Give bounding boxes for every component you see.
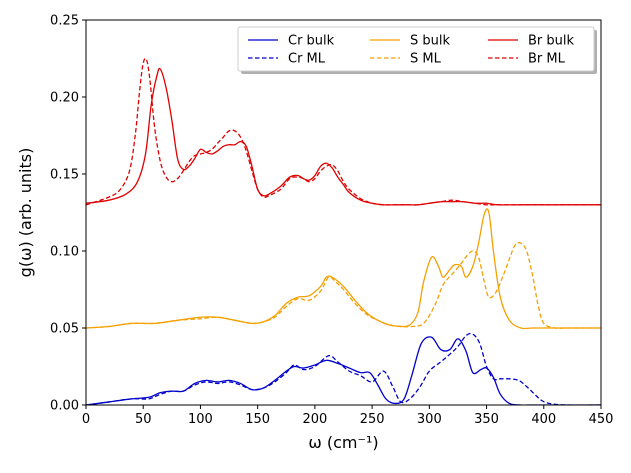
- x-tick-label: 50: [135, 412, 152, 427]
- x-tick-label: 150: [245, 412, 270, 427]
- x-tick-label: 300: [417, 412, 442, 427]
- plot-area: [86, 57, 601, 405]
- x-tick-label: 0: [82, 412, 90, 427]
- y-tick-label: 0.10: [50, 245, 79, 260]
- series-line-br-ml: [86, 57, 601, 206]
- legend-label-cr-bulk: Cr bulk: [288, 34, 335, 49]
- y-tick-label: 0.00: [50, 399, 79, 414]
- x-tick-label: 350: [474, 412, 499, 427]
- series-line-cr-ml: [86, 332, 601, 405]
- x-tick-label: 200: [302, 412, 327, 427]
- legend-label-cr-ml: Cr ML: [288, 52, 326, 67]
- series-line-s-ml: [86, 242, 601, 329]
- legend-box: [237, 26, 595, 72]
- axes-frame: [85, 19, 602, 406]
- series-line-br-bulk: [86, 67, 601, 206]
- axes: 0 50 100 150 200 250 300 350 400 450 0.00 0.05 0.10 0…: [16, 14, 613, 453]
- y-axis-title: g(ω) (arb. units): [16, 148, 35, 278]
- x-tick-label: 450: [589, 412, 614, 427]
- series-line-s-bulk: [86, 208, 601, 330]
- legend-label-br-bulk: Br bulk: [528, 34, 574, 49]
- y-tick-label: 0.15: [50, 168, 79, 183]
- y-tick-label: 0.25: [50, 14, 79, 29]
- x-tick-label: 100: [188, 412, 213, 427]
- legend: Cr bulk Cr ML S bulk S ML Br bulk Br ML: [237, 26, 597, 74]
- y-tick-label: 0.20: [50, 91, 79, 106]
- x-tick-label: 250: [360, 412, 385, 427]
- x-axis-title: ω (cm⁻¹): [308, 433, 378, 452]
- legend-label-s-ml: S ML: [410, 52, 442, 67]
- series-line-cr-bulk: [86, 336, 601, 405]
- legend-label-br-ml: Br ML: [528, 52, 566, 67]
- x-tick-label: 400: [531, 412, 556, 427]
- y-tick-label: 0.05: [50, 322, 79, 337]
- legend-label-s-bulk: S bulk: [410, 34, 450, 49]
